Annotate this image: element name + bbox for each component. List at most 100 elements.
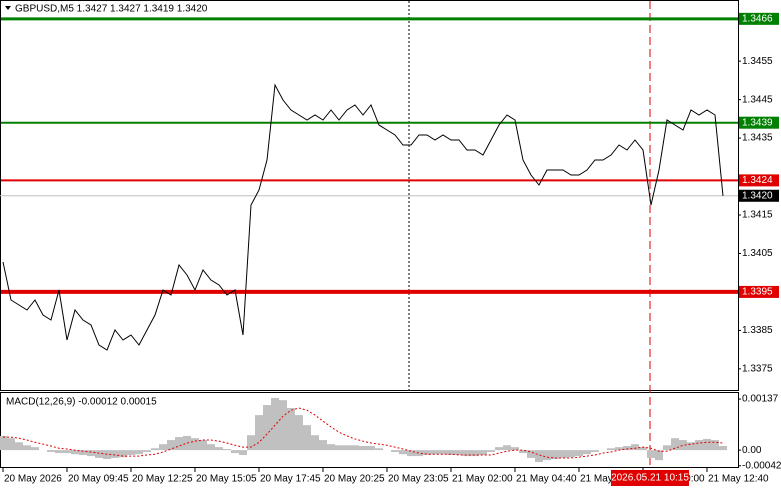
histogram-bar	[215, 447, 223, 451]
histogram-bar	[55, 450, 63, 454]
histogram-bar	[711, 440, 719, 451]
histogram-bar	[527, 450, 535, 458]
histogram-bar	[199, 440, 207, 451]
histogram-bar	[367, 446, 375, 451]
histogram-bar	[431, 450, 439, 455]
histogram-bar	[559, 450, 567, 458]
histogram-bar	[63, 450, 71, 454]
histogram-bar	[471, 450, 479, 457]
histogram-bar	[303, 425, 311, 451]
histogram-bar	[135, 450, 143, 455]
level-tag-label: 1.3424	[742, 175, 773, 186]
histogram-bar	[479, 450, 487, 455]
histogram-bar	[239, 450, 247, 455]
x-tick-label: 20 May 15:05	[196, 474, 257, 485]
histogram-bar	[679, 440, 687, 451]
y-tick-label: 0.00137	[742, 394, 779, 405]
histogram-bar	[463, 450, 471, 457]
histogram-bar	[351, 445, 359, 451]
histogram-bar	[31, 447, 39, 451]
histogram-bar	[23, 445, 31, 451]
chart-title: GBPUSD,M5 1.3427 1.3427 1.3419 1.3420	[15, 4, 208, 15]
histogram-bar	[399, 450, 407, 455]
histogram-bar	[119, 450, 127, 458]
histogram-bar	[623, 446, 631, 451]
histogram-bar	[15, 442, 23, 451]
histogram-bar	[127, 450, 135, 455]
histogram-bar	[151, 448, 159, 451]
histogram-bar	[671, 438, 679, 451]
y-tick-label: 1.3435	[742, 133, 773, 144]
histogram-bar	[543, 450, 551, 461]
histogram-bar	[487, 450, 495, 452]
histogram-bar	[615, 447, 623, 451]
x-tick-label: 20 May 12:25	[132, 474, 193, 485]
histogram-bar	[591, 450, 599, 452]
last-price-tag	[739, 189, 779, 202]
histogram-bar	[663, 445, 671, 451]
histogram-bar	[295, 415, 303, 451]
histogram-bar	[583, 450, 591, 455]
level-tag-label: 1.3395	[742, 287, 773, 298]
y-tick-label: 1.3445	[742, 94, 773, 105]
last-price-label: 1.3420	[742, 190, 773, 201]
x-tick-label: 20 May 09:45	[68, 474, 129, 485]
histogram-bar	[71, 450, 79, 455]
histogram-bar	[343, 445, 351, 451]
histogram-bar	[183, 435, 191, 451]
histogram-bar	[391, 450, 399, 452]
x-tick-label: 21 May 12:40	[708, 474, 769, 485]
x-tick-label: 20 May 2026	[4, 474, 62, 485]
indicator-title: MACD(12,26,9) -0.00012 0.00015	[6, 397, 157, 408]
y-tick-label: -0.00042	[742, 460, 781, 471]
histogram-bar	[455, 450, 463, 455]
histogram-bar	[175, 437, 183, 451]
level-tag	[739, 12, 779, 25]
x-tick-label: 21 May 02:00	[452, 474, 513, 485]
histogram-bar	[79, 450, 87, 455]
crosshair-tag	[611, 470, 689, 486]
x-tick-label: 20 May 20:25	[324, 474, 385, 485]
histogram-bar	[247, 435, 255, 451]
histogram-bar	[495, 447, 503, 451]
price-line	[2, 83, 724, 351]
x-tick-label: 20 May 17:45	[260, 474, 321, 485]
histogram-bar	[159, 444, 167, 451]
y-tick-label: 1.3375	[742, 363, 773, 374]
x-tick-label: 21 May 04:40	[516, 474, 577, 485]
histogram-bar	[359, 446, 367, 451]
histogram-bar	[47, 450, 55, 452]
histogram-bar	[575, 450, 583, 457]
title-icon	[5, 6, 11, 10]
histogram-bar	[375, 448, 383, 451]
histogram-bar	[631, 444, 639, 451]
level-tag-label: 1.3439	[742, 117, 773, 128]
histogram-bar	[519, 450, 527, 454]
signal-line	[3, 407, 724, 459]
histogram-bar	[687, 442, 695, 451]
histogram-bar	[255, 415, 263, 451]
histogram-bar	[719, 446, 727, 451]
level-tag	[739, 116, 779, 129]
histogram-bar	[271, 397, 279, 451]
histogram-bar	[279, 400, 287, 451]
y-tick-label: 1.3455	[742, 56, 773, 67]
histogram-bar	[231, 450, 239, 454]
level-tag-label: 1.3466	[742, 13, 773, 24]
histogram-bar	[439, 450, 447, 455]
histogram-bar	[551, 450, 559, 460]
histogram-bar	[447, 450, 455, 455]
histogram-bar	[647, 450, 655, 458]
histogram-bar	[319, 440, 327, 451]
histogram-bar	[511, 447, 519, 451]
histogram-bar	[535, 450, 543, 463]
level-tag	[739, 174, 779, 187]
histogram-bar	[695, 440, 703, 451]
histogram-bar	[95, 450, 103, 458]
histogram-bar	[111, 450, 119, 458]
histogram-bar	[87, 450, 95, 457]
histogram-bar	[335, 445, 343, 451]
histogram-bar	[143, 450, 151, 452]
